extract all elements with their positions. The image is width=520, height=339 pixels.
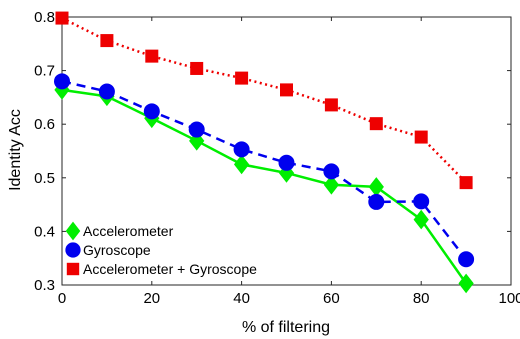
data-point [233, 154, 250, 175]
data-point [54, 73, 70, 90]
series-3 [55, 11, 473, 190]
y-tick-label: 0.7 [34, 63, 55, 80]
legend-label: Accelerometer [83, 223, 174, 239]
data-point [235, 71, 249, 85]
data-point [323, 174, 340, 195]
legend-marker [65, 242, 81, 258]
data-point [100, 34, 114, 48]
plot-frame [61, 16, 512, 286]
series-group [54, 11, 475, 294]
data-point [98, 83, 115, 100]
x-tick-label: 0 [58, 290, 66, 307]
legend-marker [65, 221, 81, 241]
data-point [459, 176, 473, 190]
x-tick-label: 20 [143, 290, 160, 307]
y-axis-label: Identity Acc [7, 109, 24, 191]
data-point [414, 130, 428, 144]
data-point [145, 49, 159, 63]
x-tick-label: 60 [323, 290, 340, 307]
data-point [413, 193, 430, 210]
legend-marker [66, 262, 80, 276]
axes: 0 20 40 60 80 100 0.3 0.4 0.5 0.6 0.7 0.8 [34, 9, 520, 307]
series-line [61, 80, 468, 261]
series-2 [54, 73, 475, 268]
y-tick-label: 0.5 [34, 170, 55, 187]
legend-label: Accelerometer + Gyroscope [83, 261, 257, 277]
series-line [61, 88, 468, 285]
y-tick-label: 0.8 [34, 9, 55, 26]
series-line [61, 16, 467, 184]
data-point [458, 273, 474, 294]
data-point [458, 251, 475, 268]
legend-label: Gyroscope [83, 242, 151, 258]
data-point [324, 98, 338, 112]
data-point [369, 117, 383, 131]
x-tick-label: 40 [233, 290, 250, 307]
x-tick-label: 100 [498, 290, 520, 307]
data-point [413, 209, 429, 230]
x-axis-label: % of filtering [242, 319, 330, 336]
y-tick-label: 0.6 [34, 116, 55, 133]
legend: Accelerometer Gyroscope Accelerometer + Gy… [65, 221, 257, 277]
data-point [190, 61, 204, 75]
data-point [143, 103, 160, 120]
data-point [55, 11, 69, 25]
data-point [233, 141, 250, 158]
data-point [368, 193, 385, 210]
y-tick-label: 0.3 [34, 277, 55, 294]
data-point [280, 83, 293, 97]
data-point [278, 154, 295, 171]
data-point [368, 177, 384, 197]
x-tick-label: 80 [413, 290, 430, 307]
data-point [188, 121, 205, 138]
data-point [323, 163, 340, 180]
y-tick-label: 0.4 [34, 223, 55, 240]
